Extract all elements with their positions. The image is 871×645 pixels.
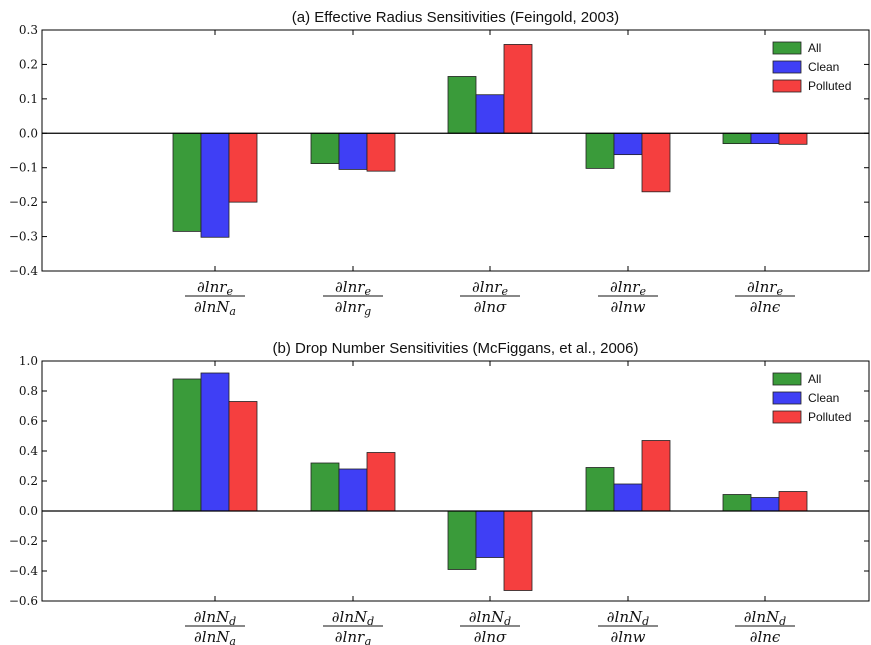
y-tick-label: 1.0 <box>19 354 38 368</box>
x-tick-label-4: ∂lnNd∂lnw <box>598 608 658 645</box>
x-tick-label-3: ∂lnre∂lnσ <box>460 278 520 316</box>
bar-clean-5 <box>750 132 780 145</box>
legend-label-all: All <box>808 372 821 386</box>
x-label-numerator: ∂lnre <box>335 278 371 298</box>
x-label-denominator: ∂lnNa <box>194 298 236 318</box>
legend-swatch-all <box>772 372 802 386</box>
bar-all-1 <box>172 378 202 512</box>
bar-all-5 <box>722 494 752 512</box>
panel-b: (b) Drop Number Sensitivities (McFiggans… <box>9 340 870 645</box>
bar-all-2 <box>310 132 340 164</box>
bar-clean-3 <box>475 510 505 558</box>
bar-all-5 <box>722 132 752 145</box>
bar-all-4 <box>585 132 615 169</box>
y-tick-label: 0.0 <box>19 504 38 518</box>
bar-all-1 <box>172 132 202 232</box>
x-label-numerator: ∂lnNd <box>194 608 236 628</box>
y-tick-label: −0.1 <box>9 161 38 175</box>
legend-swatch-clean <box>772 60 802 74</box>
legend-swatch-polluted <box>772 79 802 93</box>
x-label-numerator: ∂lnre <box>197 278 233 298</box>
y-tick-label: −0.4 <box>9 264 39 278</box>
x-tick-label-3: ∂lnNd∂lnσ <box>460 608 520 645</box>
bar-polluted-5 <box>778 491 808 512</box>
bar-all-2 <box>310 462 340 512</box>
bar-all-3 <box>447 510 477 570</box>
bar-polluted-2 <box>366 132 396 172</box>
x-label-numerator: ∂lnNd <box>332 608 374 628</box>
x-label-denominator: ∂lnσ <box>474 298 507 316</box>
legend-label-polluted: Polluted <box>808 410 851 424</box>
legend-swatch-polluted <box>772 410 802 424</box>
bar-clean-2 <box>338 468 368 512</box>
x-label-numerator: ∂lnre <box>747 278 783 298</box>
chart-title: (b) Drop Number Sensitivities (McFiggans… <box>273 340 639 357</box>
legend: All Clean Polluted <box>772 372 851 424</box>
x-label-denominator: ∂lnw <box>610 628 645 645</box>
x-label-numerator: ∂lnre <box>472 278 508 298</box>
x-label-denominator: ∂lnNa <box>194 628 236 645</box>
y-tick-label: −0.3 <box>9 230 38 244</box>
legend-swatch-all <box>772 41 802 55</box>
bar-polluted-1 <box>228 401 258 512</box>
y-tick-label: −0.2 <box>9 195 38 209</box>
x-label-denominator: ∂lnrg <box>335 298 371 318</box>
bar-clean-1 <box>200 132 230 238</box>
y-tick-label: −0.6 <box>9 594 38 608</box>
x-label-numerator: ∂lnNd <box>469 608 511 628</box>
bar-polluted-4 <box>641 132 671 193</box>
y-tick-label: 0.6 <box>19 414 38 428</box>
x-label-numerator: ∂lnNd <box>744 608 786 628</box>
bar-clean-5 <box>750 497 780 512</box>
bar-polluted-5 <box>778 132 808 145</box>
chart-title: (a) Effective Radius Sensitivities (Fein… <box>292 9 619 26</box>
plot-frame <box>41 29 870 272</box>
x-tick-label-5: ∂lnre∂lnϵ <box>735 278 795 316</box>
panel-a: (a) Effective Radius Sensitivities (Fein… <box>9 9 870 318</box>
x-label-denominator: ∂lnϵ <box>750 298 781 316</box>
bar-polluted-3 <box>503 510 533 591</box>
y-tick-label: 0.4 <box>19 444 38 458</box>
x-tick-label-1: ∂lnre∂lnNa <box>185 278 245 318</box>
y-tick-label: 0.2 <box>19 474 38 488</box>
bar-clean-4 <box>613 132 643 156</box>
x-tick-label-1: ∂lnNd∂lnNa <box>185 608 245 645</box>
y-tick-label: 0.0 <box>19 126 38 140</box>
x-label-denominator: ∂lnσ <box>474 628 507 645</box>
x-label-denominator: ∂lnw <box>610 298 645 316</box>
legend-swatch-clean <box>772 391 802 405</box>
x-label-denominator: ∂lnϵ <box>750 628 781 645</box>
legend-label-clean: Clean <box>808 60 839 74</box>
bar-all-3 <box>447 76 477 134</box>
x-label-denominator: ∂lnrg <box>335 628 371 645</box>
x-tick-label-2: ∂lnNd∂lnrg <box>323 608 383 645</box>
bar-polluted-3 <box>503 44 533 134</box>
y-tick-label: 0.3 <box>19 23 38 37</box>
x-label-numerator: ∂lnNd <box>607 608 649 628</box>
bar-clean-1 <box>200 372 230 512</box>
bar-polluted-4 <box>641 440 671 512</box>
y-tick-label: 0.2 <box>19 57 38 71</box>
bar-all-4 <box>585 467 615 512</box>
y-tick-label: −0.4 <box>9 564 39 578</box>
legend-label-clean: Clean <box>808 391 839 405</box>
bar-polluted-1 <box>228 132 258 203</box>
legend-label-polluted: Polluted <box>808 79 851 93</box>
bar-polluted-2 <box>366 452 396 512</box>
x-tick-label-2: ∂lnre∂lnrg <box>323 278 383 318</box>
bar-clean-2 <box>338 132 368 170</box>
x-label-numerator: ∂lnre <box>610 278 646 298</box>
y-tick-label: 0.1 <box>19 92 38 106</box>
bar-clean-3 <box>475 94 505 134</box>
bar-clean-4 <box>613 483 643 512</box>
y-tick-label: −0.2 <box>9 534 38 548</box>
legend: All Clean Polluted <box>772 41 851 93</box>
x-tick-label-4: ∂lnre∂lnw <box>598 278 658 316</box>
y-tick-label: 0.8 <box>19 384 38 398</box>
legend-label-all: All <box>808 41 821 55</box>
x-tick-label-5: ∂lnNd∂lnϵ <box>735 608 795 645</box>
